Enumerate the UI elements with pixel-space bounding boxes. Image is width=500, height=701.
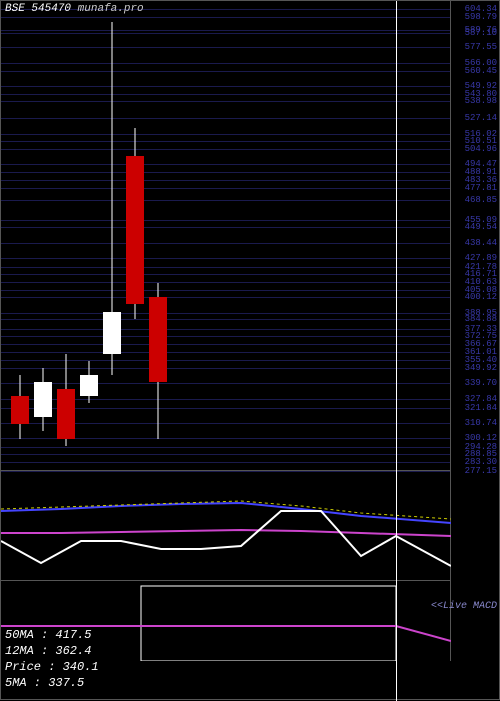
chart-container: BSE 545470 munafa.pro 604.34598.79589.76… [0, 0, 500, 700]
crosshair-vertical [396, 1, 397, 701]
y-tick-label: 577.55 [465, 43, 497, 52]
candle [57, 1, 75, 471]
y-tick-label: 477.81 [465, 184, 497, 193]
candle [149, 1, 167, 471]
candle [80, 1, 98, 471]
y-tick-label: 598.79 [465, 13, 497, 22]
ma12-value: 12MA : 362.4 [5, 643, 99, 659]
y-axis: 604.34598.79589.76587.10577.55566.00560.… [451, 1, 499, 471]
y-tick-label: 438.44 [465, 239, 497, 248]
y-tick-label: 449.54 [465, 223, 497, 232]
ma50-value: 50MA : 417.5 [5, 627, 99, 643]
y-tick-label: 277.15 [465, 467, 497, 476]
y-tick-label: 504.96 [465, 145, 497, 154]
y-tick-label: 587.10 [465, 29, 497, 38]
indicator-lines [1, 471, 451, 581]
y-tick-label: 384.88 [465, 315, 497, 324]
y-tick-label: 321.84 [465, 404, 497, 413]
candle [34, 1, 52, 471]
candle [103, 1, 121, 471]
y-tick-label: 468.85 [465, 196, 497, 205]
price-chart[interactable] [1, 1, 451, 471]
ma5-value: 5MA : 337.5 [5, 675, 99, 691]
candlesticks [1, 1, 450, 470]
macd-label: <<Live MACD [431, 601, 497, 612]
y-tick-label: 310.74 [465, 419, 497, 428]
symbol-label: 545470 [31, 3, 71, 15]
macd-label-text: <<Live MACD [431, 601, 497, 612]
site-label: munafa.pro [78, 3, 144, 15]
price-value: Price : 340.1 [5, 659, 99, 675]
y-tick-label: 349.92 [465, 364, 497, 373]
candle [126, 1, 144, 471]
candle [11, 1, 29, 471]
info-box: 50MA : 417.5 12MA : 362.4 Price : 340.1 … [5, 627, 99, 691]
chart-header: BSE 545470 munafa.pro [5, 3, 144, 15]
y-tick-label: 527.14 [465, 114, 497, 123]
y-tick-label: 339.70 [465, 379, 497, 388]
y-tick-label: 538.98 [465, 97, 497, 106]
y-tick-label: 560.45 [465, 67, 497, 76]
indicator-panel[interactable] [1, 471, 451, 581]
exchange-label: BSE [5, 3, 25, 15]
y-tick-label: 400.12 [465, 293, 497, 302]
